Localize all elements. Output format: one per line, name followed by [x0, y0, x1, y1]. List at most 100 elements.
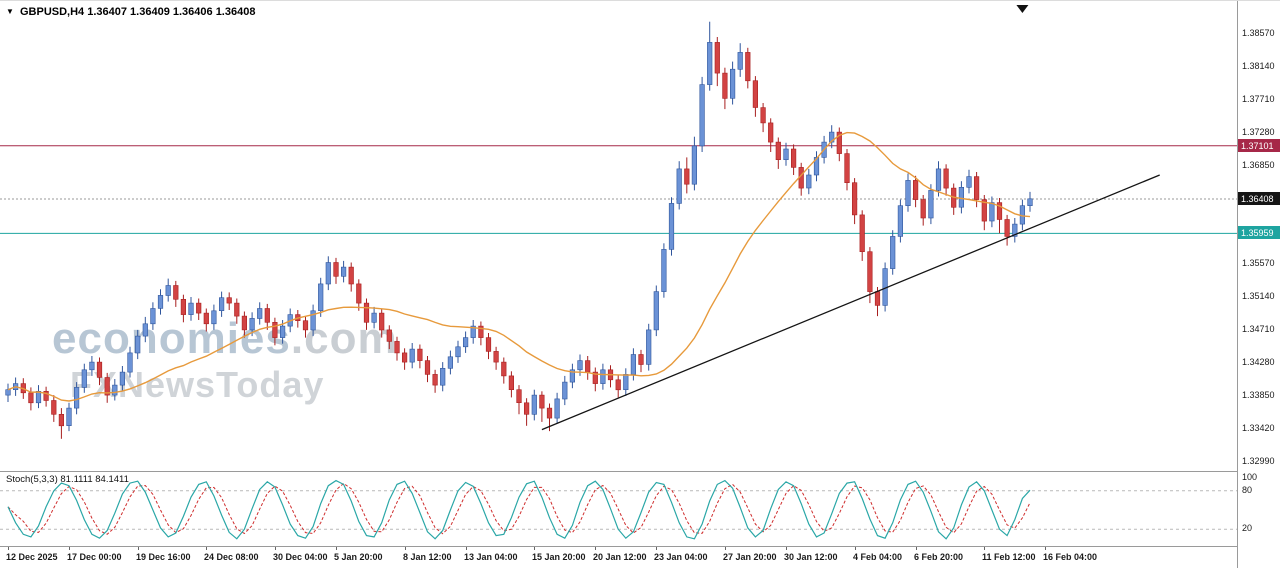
- candle-body: [989, 202, 995, 222]
- candle-body: [501, 361, 507, 377]
- candle-body: [691, 145, 697, 185]
- chart-shift-marker-icon[interactable]: [1016, 5, 1029, 13]
- candle-body: [1004, 219, 1010, 237]
- time-axis[interactable]: 12 Dec 2025 17 Dec 00:00 19 Dec 16:00 24 De…: [0, 546, 1237, 568]
- candle-body: [768, 122, 774, 143]
- time-axis-label: 4 Feb 04:00: [853, 552, 903, 562]
- price-axis-label: 1.37280: [1242, 127, 1275, 137]
- time-axis-tick: [534, 547, 535, 550]
- candle-body: [173, 285, 179, 300]
- candle-body: [508, 375, 515, 390]
- candle-body: [699, 84, 705, 147]
- time-axis-tick: [69, 547, 70, 550]
- candle-body: [745, 52, 751, 82]
- time-axis-label: 24 Dec 08:00: [204, 552, 259, 562]
- indicator-label: Stoch(5,3,3) 81.1111 84.1411: [6, 474, 129, 485]
- time-axis-tick: [916, 547, 917, 550]
- candle-body: [1027, 198, 1033, 207]
- candle-body: [897, 205, 903, 237]
- symbol-quote: ▼ GBPUSD,H4 1.36407 1.36409 1.36406 1.36…: [6, 6, 255, 18]
- candle-body: [470, 325, 476, 338]
- candle-body: [676, 168, 682, 204]
- candle-body: [371, 312, 377, 323]
- candle-body: [493, 351, 499, 363]
- candle-body: [89, 361, 95, 371]
- candle-body: [996, 202, 1003, 220]
- quote-ohlc: 1.36407 1.36409 1.36406 1.36408: [87, 6, 256, 18]
- candle-body: [348, 266, 354, 285]
- symbol-name: GBPUSD,H4: [19, 6, 85, 18]
- candle-body: [447, 356, 454, 369]
- time-axis-label: 6 Feb 20:00: [914, 552, 964, 562]
- price-chart-area[interactable]: [0, 1, 1237, 471]
- candle-body: [401, 352, 408, 363]
- stoch-signal-line: [7, 482, 1031, 535]
- candle-body: [973, 176, 980, 200]
- time-axis-tick: [656, 547, 657, 550]
- candle-body: [356, 283, 362, 304]
- candle-body: [760, 107, 766, 124]
- horizontal-lines: [0, 145, 1237, 234]
- time-axis-label: 17 Dec 00:00: [67, 552, 122, 562]
- candle-body: [943, 168, 949, 189]
- candle-body: [180, 298, 187, 315]
- price-axis[interactable]: 1.38570 1.38140 1.37710 1.37280 1.36850 1.355…: [1237, 1, 1280, 568]
- candle-body: [661, 249, 667, 292]
- candle-body: [188, 302, 194, 315]
- time-axis-tick: [855, 547, 856, 550]
- indicator-name: Stoch(5,3,3): [6, 474, 58, 485]
- candle-body: [157, 295, 164, 309]
- candle-body: [592, 371, 598, 384]
- candle-body: [409, 348, 415, 363]
- candle-body: [623, 374, 629, 390]
- candle-body: [722, 72, 728, 99]
- price-axis-label: 1.33420: [1242, 423, 1275, 433]
- price-axis-label: 1.38140: [1242, 61, 1275, 71]
- candle-body: [386, 329, 392, 342]
- candle-body: [844, 153, 850, 184]
- time-axis-label: 8 Jan 12:00: [403, 552, 452, 562]
- stoch-axis-label: 20: [1242, 523, 1253, 533]
- trendline[interactable]: [541, 174, 1160, 431]
- candle-body: [684, 168, 690, 185]
- candle-body: [219, 297, 225, 312]
- candle-body: [417, 348, 423, 361]
- candle-body: [966, 176, 972, 188]
- candle-body: [272, 321, 278, 338]
- candle-body: [562, 381, 568, 400]
- time-axis-label: 30 Jan 12:00: [784, 552, 838, 562]
- candle-body: [43, 390, 49, 401]
- time-axis-label: 12 Dec 2025: [6, 552, 58, 562]
- candle-body: [523, 402, 530, 415]
- candle-body: [455, 346, 461, 358]
- candle-body: [516, 389, 522, 404]
- candle-body: [241, 315, 248, 331]
- candle-body: [638, 354, 644, 365]
- candle-body: [920, 199, 926, 219]
- candle-body: [546, 407, 553, 419]
- candle-body: [81, 369, 87, 388]
- candle-body: [363, 302, 370, 323]
- indicator-values: 81.1111 84.1411: [60, 474, 129, 485]
- time-axis-tick: [466, 547, 467, 550]
- price-axis-label: 1.35140: [1242, 291, 1275, 301]
- price-axis-label: 1.38570: [1242, 28, 1275, 38]
- candle-body: [935, 168, 942, 191]
- candle-body: [379, 312, 385, 331]
- candle-body: [440, 367, 446, 386]
- stochastic-panel[interactable]: [0, 471, 1237, 547]
- candle-body: [737, 52, 743, 70]
- time-axis-tick: [405, 547, 406, 550]
- candle-body: [813, 157, 820, 176]
- time-axis-tick: [595, 547, 596, 550]
- candle-body: [600, 369, 606, 384]
- candle-body: [577, 360, 583, 371]
- candle-body: [668, 203, 675, 250]
- candle-body: [203, 312, 209, 325]
- candle-body: [279, 325, 286, 338]
- candle-body: [424, 360, 431, 375]
- price-axis-label: 1.34280: [1242, 357, 1275, 367]
- dropdown-arrow-icon[interactable]: ▼: [6, 7, 14, 16]
- time-axis-tick: [1045, 547, 1046, 550]
- time-axis-label: 20 Jan 12:00: [593, 552, 647, 562]
